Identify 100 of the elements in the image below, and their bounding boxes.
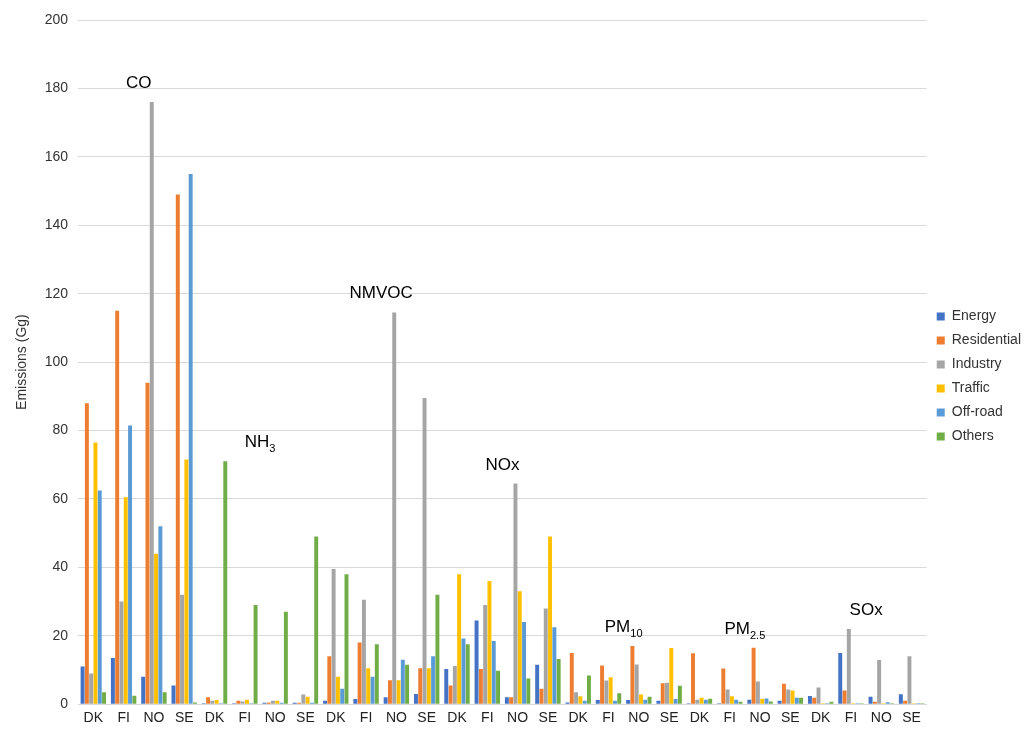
bar <box>353 699 358 704</box>
bar <box>677 685 682 704</box>
legend-label: Industry <box>951 355 1002 372</box>
bar <box>734 699 739 704</box>
bar <box>552 627 557 704</box>
bar <box>340 688 345 704</box>
bar <box>245 699 249 704</box>
bar <box>807 695 812 704</box>
bar <box>522 622 527 704</box>
bar <box>656 700 661 704</box>
bar <box>842 690 847 704</box>
bar <box>907 656 912 704</box>
bar <box>898 694 903 704</box>
y-tick-label: 120 <box>44 284 69 301</box>
bar <box>448 685 453 704</box>
y-tick-label: 40 <box>52 558 69 575</box>
bar <box>327 656 332 704</box>
x-tick-label: FI <box>602 709 615 726</box>
x-tick-label: SE <box>659 709 679 726</box>
legend-label: Energy <box>951 307 997 324</box>
bar <box>478 668 483 704</box>
bar <box>491 640 496 704</box>
bar <box>253 604 258 704</box>
bar <box>751 647 756 704</box>
bar <box>639 694 643 704</box>
bar <box>400 659 405 704</box>
x-tick-label: NO <box>628 709 650 726</box>
y-tick-label: 60 <box>52 489 69 506</box>
bar <box>422 398 427 704</box>
bar <box>214 700 219 704</box>
bar <box>647 696 652 704</box>
bar <box>180 594 185 704</box>
bar <box>331 569 336 704</box>
bar <box>154 553 159 704</box>
bar <box>526 678 531 704</box>
y-tick-label: 100 <box>44 352 69 369</box>
bar <box>483 604 488 704</box>
x-tick-label: NO <box>870 709 892 726</box>
x-tick-label: SE <box>174 709 194 726</box>
bar <box>97 490 102 704</box>
bar <box>275 700 280 704</box>
bar <box>283 611 288 704</box>
bar <box>747 699 752 704</box>
x-tick-label: SE <box>902 709 921 726</box>
bar <box>634 664 639 704</box>
bar <box>323 700 327 704</box>
bar <box>556 659 561 704</box>
bar <box>781 683 786 704</box>
bar <box>504 697 509 704</box>
bar <box>188 173 193 704</box>
bar <box>158 526 163 704</box>
bar <box>89 673 94 704</box>
bar <box>799 697 804 704</box>
bar <box>175 194 180 704</box>
bar <box>721 668 726 704</box>
bar <box>366 668 371 704</box>
bar <box>755 681 760 704</box>
bar <box>314 536 319 704</box>
bar <box>271 700 275 704</box>
bar <box>474 620 479 704</box>
bar <box>612 700 617 704</box>
bar <box>123 497 128 704</box>
y-tick-label: 20 <box>52 626 69 643</box>
bar <box>608 677 613 704</box>
bar <box>80 666 85 704</box>
bar <box>435 594 440 704</box>
bar <box>708 698 713 704</box>
bar <box>669 648 674 704</box>
bar <box>102 692 107 704</box>
bar <box>582 700 587 704</box>
y-tick-label: 80 <box>52 421 69 438</box>
bar <box>578 696 583 704</box>
y-axis-title: Emissions (Gg) <box>13 314 30 410</box>
legend-label: Others <box>951 427 994 444</box>
bar <box>210 700 215 704</box>
x-tick-label: DK <box>810 709 832 726</box>
annotation: NMVOC <box>349 283 413 303</box>
bar <box>149 102 154 704</box>
bar <box>132 695 137 704</box>
bar <box>517 591 522 704</box>
x-tick-label: SE <box>417 709 437 726</box>
bar <box>838 652 843 704</box>
bar <box>405 664 410 704</box>
bar <box>630 646 635 704</box>
bar <box>543 608 548 704</box>
x-tick-label: FI <box>117 709 130 726</box>
x-tick-label: SE <box>538 709 558 726</box>
legend-label: Residential <box>951 331 1021 348</box>
annotation: SOx <box>849 599 884 619</box>
bar <box>392 312 397 704</box>
bar <box>903 700 908 704</box>
bar <box>465 644 470 704</box>
legend-label: Off-road <box>951 403 1003 420</box>
bar <box>444 668 449 704</box>
x-tick-label: NO <box>143 709 165 726</box>
bar <box>509 697 514 704</box>
bar <box>548 536 553 704</box>
y-tick-label: 160 <box>44 147 69 164</box>
x-tick-label: FI <box>844 709 858 726</box>
y-tick-label: 180 <box>44 79 69 96</box>
